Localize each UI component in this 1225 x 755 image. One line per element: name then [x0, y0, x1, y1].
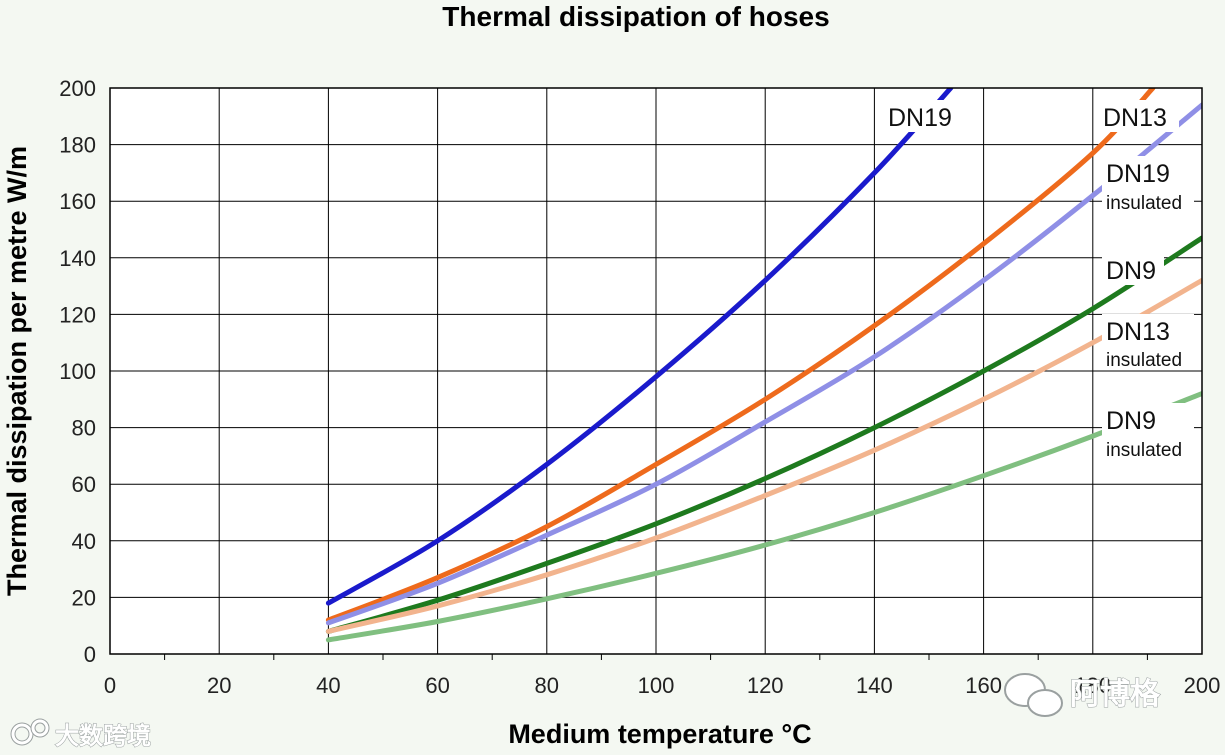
watermark-left: 大数跨境 — [10, 718, 152, 751]
series-line — [325, 88, 954, 606]
watermark-right: 阿博格 — [1004, 673, 1162, 717]
y-tick-label: 180 — [59, 133, 96, 158]
series-label-bg — [884, 100, 962, 132]
series-label-bg — [1102, 156, 1194, 202]
series-label: DN19 — [888, 104, 952, 132]
series-label-bg — [1102, 253, 1164, 285]
y-tick-label: 40 — [72, 529, 96, 554]
y-tick-label: 20 — [72, 585, 96, 610]
series-sublabel: insulated — [1106, 193, 1182, 214]
y-tick-label: 200 — [59, 76, 96, 101]
watermark-left-text: 大数跨境 — [55, 722, 151, 750]
x-tick-label: 80 — [535, 673, 559, 698]
y-tick-label: 0 — [84, 642, 96, 667]
y-tick-label: 60 — [72, 472, 96, 497]
series-label-bg — [1099, 100, 1179, 132]
series-labels: DN19 DN13 DN19 insulated DN9 DN13 insulated DN9… — [884, 100, 1194, 461]
series-label: DN13 — [1103, 104, 1167, 132]
x-tick-label: 20 — [207, 673, 231, 698]
x-tick-label: 60 — [425, 673, 449, 698]
y-tick-label: 120 — [59, 302, 96, 327]
x-tick-label: 160 — [965, 673, 1002, 698]
wechat-icon — [1004, 673, 1063, 717]
y-tick-label: 80 — [72, 416, 96, 441]
x-tick-label: 120 — [747, 673, 784, 698]
watermark-right-text: 阿博格 — [1070, 677, 1161, 712]
x-tick-label: 40 — [316, 673, 340, 698]
series-label-bg — [1102, 314, 1194, 360]
x-tick-label: 0 — [104, 673, 116, 698]
x-tick-label: 180 — [1074, 673, 1111, 698]
series-line — [325, 88, 1156, 623]
series-sublabel: insulated — [1106, 350, 1182, 371]
series-line — [325, 235, 1202, 634]
x-axis-title: Medium temperature °C — [508, 719, 811, 749]
series-label-bg — [1102, 403, 1194, 449]
series-label: DN9 — [1106, 257, 1156, 285]
y-tick-label: 100 — [59, 359, 96, 384]
series-line — [325, 277, 1202, 634]
y-tick-labels: 0 20 40 60 80 100 120 140 160 180 200 — [59, 76, 96, 667]
y-tick-label: 160 — [59, 189, 96, 214]
y-axis-title: Thermal dissipation per metre W/m — [2, 146, 32, 596]
y-tick-label: 140 — [59, 246, 96, 271]
series-sublabel: insulated — [1106, 440, 1182, 461]
series-lines — [325, 88, 1202, 643]
series-label: DN13 — [1106, 318, 1170, 346]
plot-border — [109, 87, 1203, 655]
x-tick-label: 140 — [856, 673, 893, 698]
x-tick-label: 200 — [1184, 673, 1221, 698]
chart-title: Thermal dissipation of hoses — [442, 1, 829, 32]
series-line — [325, 102, 1202, 626]
series-label: DN19 — [1106, 160, 1170, 188]
series-line — [325, 391, 1202, 643]
x-tick-label: 100 — [638, 673, 675, 698]
series-label: DN9 — [1106, 407, 1156, 435]
x-tick-labels: 0 20 40 60 80 100 120 140 160 180 200 — [104, 673, 1220, 698]
watermark-logo-icon — [10, 718, 50, 746]
